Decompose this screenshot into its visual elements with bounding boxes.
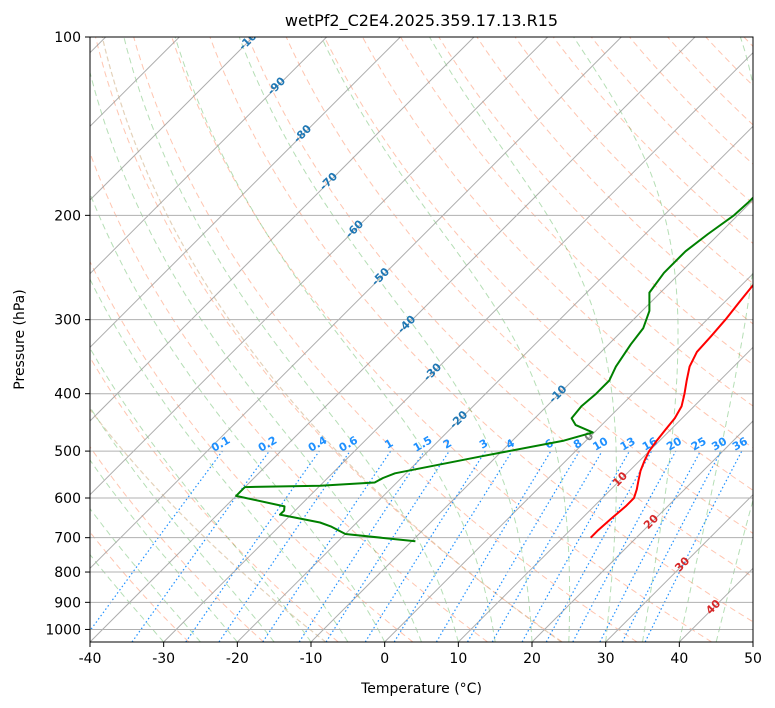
moist-adiabat <box>90 459 238 642</box>
y-tick-label: 1000 <box>45 622 81 638</box>
y-tick-label: 100 <box>54 30 81 46</box>
moist-adiabat <box>429 37 617 642</box>
moist-adiabat <box>238 37 533 642</box>
mixing-ratio-line <box>185 450 320 642</box>
dry-adiabat <box>95 37 563 642</box>
sounding-profiles <box>235 196 753 543</box>
mixing-ratio-line <box>521 450 631 642</box>
chart-title: wetPf2_C2E4.2025.359.17.13.R15 <box>285 11 558 31</box>
y-axis-label: Pressure (hPa) <box>12 289 28 389</box>
y-tick-label: 600 <box>54 491 81 507</box>
dry-adiabat <box>90 260 414 642</box>
dry-adiabat <box>90 445 264 642</box>
moist-adiabat <box>678 37 753 642</box>
moist-adiabat <box>90 192 386 642</box>
x-tick-label: -20 <box>226 651 249 667</box>
x-tick-label: -10 <box>300 651 323 667</box>
temperature-profile <box>589 283 753 539</box>
isotherm-line <box>90 37 401 349</box>
x-axis-label: Temperature (°C) <box>360 681 482 697</box>
moist-adiabat <box>573 37 679 642</box>
dry-adiabat <box>514 37 753 285</box>
x-tick-label: -40 <box>79 651 102 667</box>
isotherm-line <box>90 37 475 422</box>
dry-adiabat <box>247 37 753 578</box>
dry-adiabat <box>285 37 753 534</box>
moist-adiabat <box>90 553 165 642</box>
isotherm-line <box>236 125 753 642</box>
special-adiabat <box>101 37 562 642</box>
mixing-ratio-line <box>90 450 223 632</box>
y-tick-label: 800 <box>54 565 81 581</box>
x-tick-label: 50 <box>744 651 762 667</box>
dewpoint-profile <box>235 196 753 543</box>
plot-frame <box>89 36 754 643</box>
mixing-ratio-line <box>298 450 425 642</box>
mixing-ratio-line <box>262 450 392 642</box>
x-tick-label: 0 <box>380 651 389 667</box>
moist-adiabat <box>90 278 349 642</box>
dry-adiabat <box>133 37 638 642</box>
isotherm-line <box>90 37 328 275</box>
isotherm-line <box>90 37 696 642</box>
isotherm-line <box>531 420 753 642</box>
mixing-ratio-line <box>131 450 270 642</box>
x-tick-label: 10 <box>449 651 467 667</box>
mixing-ratio-line <box>545 450 653 642</box>
x-tick-label: 40 <box>670 651 688 667</box>
moist-adiabat <box>715 498 753 642</box>
dry-adiabat <box>323 37 753 491</box>
x-tick-label: 20 <box>523 651 541 667</box>
pressure-grid <box>90 37 753 630</box>
isotherm-line <box>90 37 549 496</box>
y-tick-label: 700 <box>54 531 81 547</box>
dry-adiabat <box>90 356 339 642</box>
background-lines <box>90 37 753 642</box>
mixing-ratio-line <box>393 450 513 642</box>
mixing-ratio-line <box>218 450 351 642</box>
moist-adiabat <box>90 507 201 642</box>
x-axis-ticks: -40 -30 -20 -10 0 10 20 30 40 50 <box>79 642 762 667</box>
moist-adiabat <box>123 37 459 642</box>
isotherm-line <box>605 493 753 642</box>
moist-adiabat <box>90 70 422 642</box>
y-tick-label: 500 <box>54 444 81 460</box>
x-tick-label: -30 <box>152 651 175 667</box>
isotherm-line <box>90 37 622 570</box>
mixing-ratio-line <box>325 450 450 642</box>
y-tick-label: 900 <box>54 595 81 611</box>
dry-adiabat <box>476 37 753 325</box>
y-tick-label: 400 <box>54 387 81 403</box>
x-tick-label: 30 <box>597 651 615 667</box>
moist-adiabat <box>320 37 571 642</box>
isotherm-line <box>384 272 753 642</box>
dry-adiabat <box>171 37 712 642</box>
special-adiabat <box>90 408 327 642</box>
dry-adiabat <box>209 37 753 623</box>
isotherm-line <box>457 346 753 642</box>
mixing-ratio-line <box>644 450 743 642</box>
mixing-ratio-line <box>572 450 677 642</box>
isotherm-line <box>90 37 254 201</box>
y-tick-label: 200 <box>54 208 81 224</box>
isotherm-line <box>163 51 753 642</box>
moist-adiabat <box>174 37 496 642</box>
y-axis-ticks: 1000 900 800 700 600 500 400 300 200 100 <box>45 30 90 638</box>
y-tick-label: 300 <box>54 313 81 329</box>
moist-adiabat <box>90 406 275 642</box>
